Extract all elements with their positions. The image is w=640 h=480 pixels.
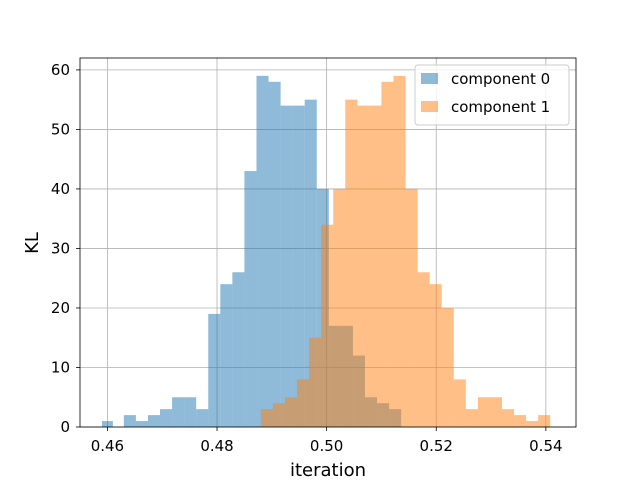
histogram-bar <box>538 415 551 427</box>
histogram-bar <box>244 171 257 427</box>
histogram-bar <box>184 397 197 427</box>
x-tick-label: 0.46 <box>91 437 124 455</box>
histogram-bar <box>232 272 245 427</box>
histogram-bar <box>514 415 527 427</box>
y-tick-label: 60 <box>51 61 70 79</box>
legend-swatch-component-1 <box>421 101 438 112</box>
histogram-bar <box>526 421 539 427</box>
x-axis-title: iteration <box>290 460 366 480</box>
x-tick-label: 0.52 <box>420 437 453 455</box>
histogram-bar <box>369 105 382 427</box>
x-tick-label: 0.48 <box>200 437 233 455</box>
plot-frame <box>79 57 577 428</box>
histogram-bar <box>381 81 394 427</box>
legend-label-component-1: component 1 <box>451 98 550 116</box>
legend-box <box>414 64 570 126</box>
histogram-bar <box>172 397 185 427</box>
legend-swatch-component-0 <box>421 73 438 84</box>
histogram-bar <box>123 415 136 427</box>
histogram-bar <box>405 188 418 427</box>
histogram-bar <box>208 313 221 427</box>
histogram-bar <box>429 284 442 427</box>
y-tick-label: 10 <box>51 358 70 376</box>
histogram-bar <box>101 421 113 427</box>
histogram-bar <box>147 415 161 427</box>
histogram-bar <box>297 379 310 427</box>
histogram-bar <box>135 421 148 427</box>
histogram-bar <box>292 105 305 427</box>
y-axis-ticks: 0 10 20 30 40 50 60 <box>51 61 80 436</box>
series-component-1 <box>260 75 551 428</box>
y-tick-label: 50 <box>51 120 70 138</box>
x-tick-label: 0.54 <box>529 437 562 455</box>
histogram-bar <box>345 99 358 428</box>
histogram-bar <box>272 403 285 427</box>
histogram-bar <box>256 75 269 428</box>
legend: component 0 component 1 <box>414 64 570 126</box>
histogram-bar <box>196 409 209 427</box>
histogram-bar <box>268 81 281 427</box>
histogram-bar <box>441 307 454 427</box>
x-tick-label: 0.50 <box>310 437 343 455</box>
histogram-bar <box>453 379 466 427</box>
histogram-bar <box>220 284 233 427</box>
histogram-bar <box>502 409 515 427</box>
histogram-bar <box>465 409 478 427</box>
y-axis-title: KL <box>22 232 43 254</box>
histogram-bar <box>309 337 322 427</box>
x-axis-ticks: 0.46 0.48 0.50 0.52 0.54 <box>91 427 563 455</box>
histogram-bar <box>393 75 406 428</box>
histogram-bar <box>284 397 298 427</box>
legend-label-component-0: component 0 <box>451 70 550 88</box>
y-tick-label: 0 <box>60 418 70 436</box>
histogram-bar <box>417 272 430 427</box>
histogram-bars <box>101 75 551 428</box>
histogram-bar <box>321 224 334 427</box>
histogram-bar <box>280 105 293 427</box>
y-tick-label: 20 <box>51 299 70 317</box>
histogram-bar <box>477 397 490 427</box>
histogram-bar <box>333 188 346 427</box>
y-tick-label: 30 <box>51 239 70 257</box>
y-tick-label: 40 <box>51 180 70 198</box>
histogram-bar <box>260 409 273 427</box>
histogram-bar <box>160 409 173 427</box>
histogram-bar <box>357 105 370 427</box>
histogram-bar <box>489 397 503 427</box>
